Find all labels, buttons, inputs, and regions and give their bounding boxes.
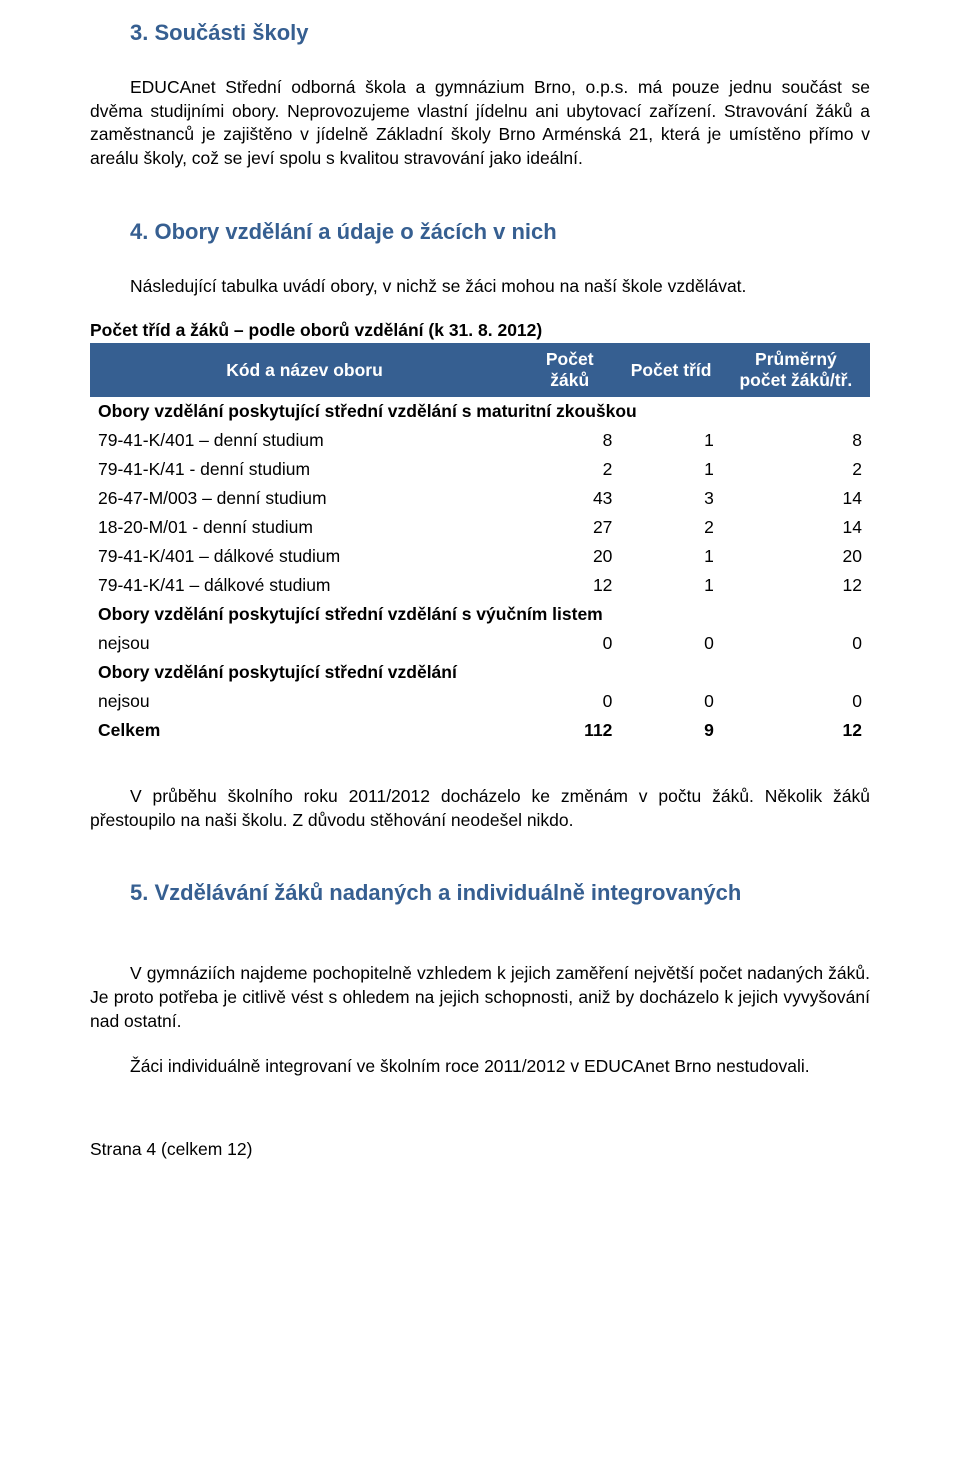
cell-zaku: 112 (519, 716, 620, 745)
table-group-label: Obory vzdělání poskytující střední vzděl… (90, 397, 870, 426)
cell-label: 18-20-M/01 - denní studium (90, 513, 519, 542)
table-row: Celkem112912 (90, 716, 870, 745)
cell-zaku: 0 (519, 629, 620, 658)
col-prumer-header: Průměrný počet žáků/tř. (722, 343, 870, 397)
section4-heading: 4. Obory vzdělání a údaje o žácích v nic… (90, 219, 870, 245)
table-group-label: Obory vzdělání poskytující střední vzděl… (90, 600, 870, 629)
table-body: Obory vzdělání poskytující střední vzděl… (90, 397, 870, 745)
cell-zaku: 8 (519, 426, 620, 455)
cell-trid: 2 (620, 513, 721, 542)
cell-zaku: 0 (519, 687, 620, 716)
cell-prumer: 12 (722, 716, 870, 745)
section5-para1: V gymnáziích najdeme pochopitelně vzhled… (90, 962, 870, 1033)
cell-trid: 0 (620, 687, 721, 716)
cell-prumer: 2 (722, 455, 870, 484)
col-trid-header: Počet tříd (620, 343, 721, 397)
cell-prumer: 14 (722, 484, 870, 513)
table-row: 18-20-M/01 - denní studium27214 (90, 513, 870, 542)
col-zaku-header: Počet žáků (519, 343, 620, 397)
table-row: 26-47-M/003 – denní studium43314 (90, 484, 870, 513)
page-container: 3. Součásti školy EDUCAnet Střední odbor… (0, 0, 960, 1475)
cell-trid: 9 (620, 716, 721, 745)
cell-zaku: 27 (519, 513, 620, 542)
table-group-row: Obory vzdělání poskytující střední vzděl… (90, 397, 870, 426)
cell-label: 79-41-K/41 - denní studium (90, 455, 519, 484)
section4-intro: Následující tabulka uvádí obory, v nichž… (90, 275, 870, 299)
cell-trid: 0 (620, 629, 721, 658)
table-row: 79-41-K/41 – dálkové studium12112 (90, 571, 870, 600)
section3-paragraph: EDUCAnet Střední odborná škola a gymnázi… (90, 76, 870, 171)
cell-label: nejsou (90, 687, 519, 716)
col-kod-header: Kód a název oboru (90, 343, 519, 397)
cell-label: 26-47-M/003 – denní studium (90, 484, 519, 513)
cell-prumer: 12 (722, 571, 870, 600)
section3-heading: 3. Součásti školy (90, 20, 870, 46)
table-row: 79-41-K/41 - denní studium212 (90, 455, 870, 484)
page-footer: Strana 4 (celkem 12) (90, 1139, 870, 1160)
cell-prumer: 0 (722, 687, 870, 716)
cell-label: 79-41-K/401 – dálkové studium (90, 542, 519, 571)
table-row: nejsou000 (90, 687, 870, 716)
cell-label: nejsou (90, 629, 519, 658)
table-row: nejsou000 (90, 629, 870, 658)
cell-label: 79-41-K/401 – denní studium (90, 426, 519, 455)
section5-para2: Žáci individuálně integrovaní ve školním… (90, 1055, 870, 1079)
table-row: 79-41-K/401 – dálkové studium20120 (90, 542, 870, 571)
table-group-row: Obory vzdělání poskytující střední vzděl… (90, 658, 870, 687)
cell-prumer: 14 (722, 513, 870, 542)
cell-zaku: 2 (519, 455, 620, 484)
cell-zaku: 43 (519, 484, 620, 513)
cell-prumer: 20 (722, 542, 870, 571)
section4-after: V průběhu školního roku 2011/2012 docház… (90, 785, 870, 832)
cell-zaku: 20 (519, 542, 620, 571)
table-head: Kód a název oboru Počet žáků Počet tříd … (90, 343, 870, 397)
cell-trid: 1 (620, 426, 721, 455)
table-row: 79-41-K/401 – denní studium818 (90, 426, 870, 455)
cell-label: Celkem (90, 716, 519, 745)
cell-zaku: 12 (519, 571, 620, 600)
cell-trid: 3 (620, 484, 721, 513)
cell-prumer: 8 (722, 426, 870, 455)
cell-trid: 1 (620, 571, 721, 600)
obory-table: Kód a název oboru Počet žáků Počet tříd … (90, 343, 870, 745)
table-group-label: Obory vzdělání poskytující střední vzděl… (90, 658, 870, 687)
table-title: Počet tříd a žáků – podle oborů vzdělání… (90, 320, 870, 341)
cell-prumer: 0 (722, 629, 870, 658)
table-group-row: Obory vzdělání poskytující střední vzděl… (90, 600, 870, 629)
section5-heading: 5. Vzdělávání žáků nadaných a individuál… (90, 880, 870, 906)
cell-trid: 1 (620, 455, 721, 484)
cell-label: 79-41-K/41 – dálkové studium (90, 571, 519, 600)
cell-trid: 1 (620, 542, 721, 571)
